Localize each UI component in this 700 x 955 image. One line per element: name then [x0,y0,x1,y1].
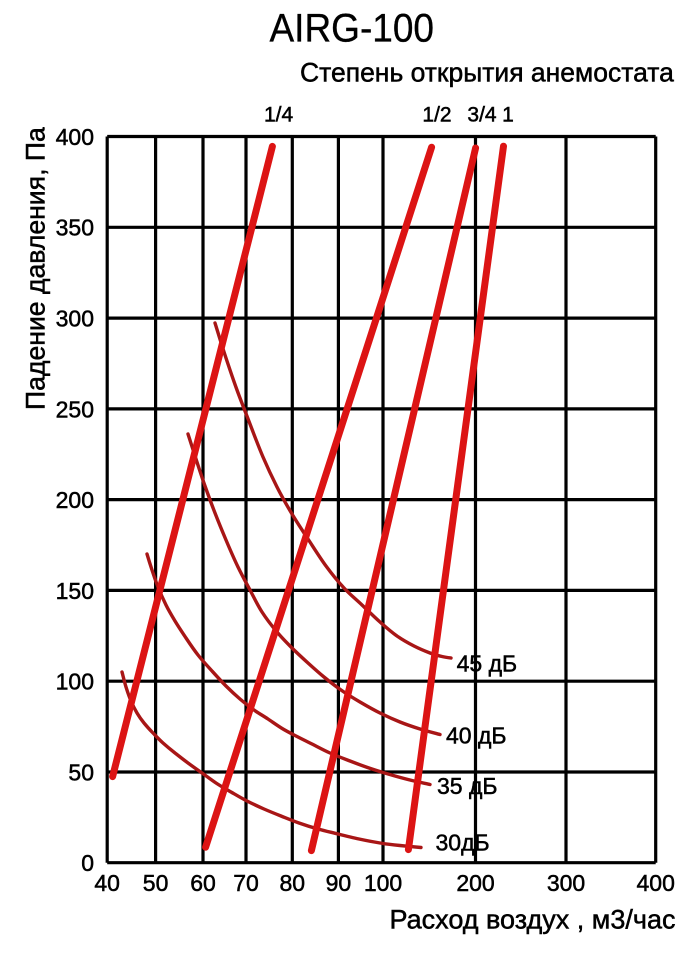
svg-text:Степень открытия анемостата: Степень открытия анемостата [300,57,674,87]
svg-text:1: 1 [502,104,514,127]
svg-text:70: 70 [233,870,259,896]
svg-text:200: 200 [456,870,494,896]
svg-text:80: 80 [280,870,306,896]
svg-text:40: 40 [94,870,120,896]
svg-text:30дБ: 30дБ [436,830,490,856]
svg-text:400: 400 [56,124,94,150]
svg-text:3/4: 3/4 [467,104,497,127]
svg-text:400: 400 [637,870,675,896]
svg-text:50: 50 [68,759,94,785]
svg-text:AIRG-100: AIRG-100 [270,6,434,51]
svg-text:60: 60 [190,870,216,896]
svg-text:300: 300 [56,306,94,332]
svg-text:250: 250 [56,396,94,422]
svg-text:1/2: 1/2 [422,104,451,127]
svg-text:90: 90 [326,870,352,896]
svg-text:35 дБ: 35 дБ [437,773,498,799]
svg-text:40 дБ: 40 дБ [446,722,507,748]
svg-text:1/4: 1/4 [264,104,294,127]
svg-text:Падение давления, Па: Падение давления, Па [21,127,51,410]
svg-text:350: 350 [56,215,94,241]
svg-text:300: 300 [547,870,585,896]
svg-text:Расход воздух , м3/час: Расход воздух , м3/час [390,905,676,935]
svg-text:100: 100 [56,669,94,695]
svg-text:150: 150 [56,578,94,604]
svg-text:200: 200 [56,487,94,513]
svg-text:0: 0 [81,850,94,876]
svg-text:45 дБ: 45 дБ [457,651,517,677]
svg-text:50: 50 [143,870,169,896]
svg-text:100: 100 [364,870,402,896]
